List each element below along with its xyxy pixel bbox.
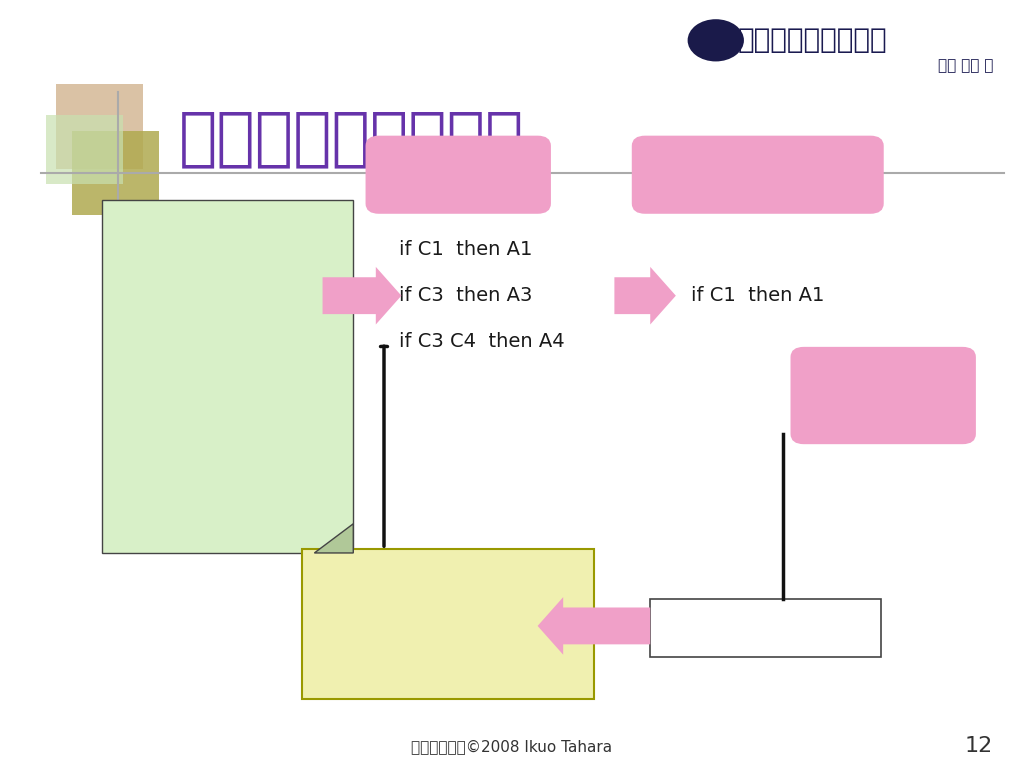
FancyBboxPatch shape [650,599,881,657]
Text: if C5  then A5: if C5 then A5 [123,492,265,511]
Text: 照合: 照合 [438,158,478,191]
Text: 人工知能の基礎知識: 人工知能の基礎知識 [737,26,887,54]
Text: if C3  then A3: if C3 then A3 [399,286,532,305]
Polygon shape [314,524,353,553]
Text: if C1  then A1: if C1 then A1 [399,240,532,259]
Text: 12: 12 [965,737,993,756]
Text: 行動: 行動 [860,376,906,415]
Text: C1  C3  C4: C1 C3 C4 [323,637,457,661]
FancyBboxPatch shape [688,19,743,61]
FancyArrow shape [323,267,401,325]
Text: if C3 C4  then A4: if C3 C4 then A4 [123,440,299,460]
FancyBboxPatch shape [792,348,975,443]
Text: if C3  then A3: if C3 then A3 [123,389,265,409]
FancyArrow shape [614,267,676,325]
Text: 新: 新 [712,33,720,47]
FancyBboxPatch shape [102,200,353,553]
Text: PM: PM [123,234,161,254]
Text: WM: WM [323,580,372,604]
Text: if C3 C4  then A4: if C3 C4 then A4 [399,333,565,351]
Text: if C1  then A1: if C1 then A1 [123,286,265,306]
FancyBboxPatch shape [46,115,123,184]
FancyBboxPatch shape [56,84,143,169]
Text: 競合解消: 競合解消 [718,158,798,191]
Text: 認識・行動サイクル: 認識・行動サイクル [179,108,524,169]
Text: 太原 育夫 著: 太原 育夫 著 [938,58,993,73]
FancyBboxPatch shape [72,131,159,215]
Text: if C1  then A1: if C1 then A1 [691,286,824,305]
Text: if C1 C2  then A2: if C1 C2 then A2 [123,337,299,357]
FancyArrow shape [538,598,650,654]
Text: 近代科学社　©2008 Ikuo Tahara: 近代科学社 ©2008 Ikuo Tahara [412,739,612,754]
FancyBboxPatch shape [367,137,550,213]
Text: A1=(make C5): A1=(make C5) [694,618,837,637]
FancyBboxPatch shape [633,137,883,213]
FancyBboxPatch shape [302,549,594,699]
